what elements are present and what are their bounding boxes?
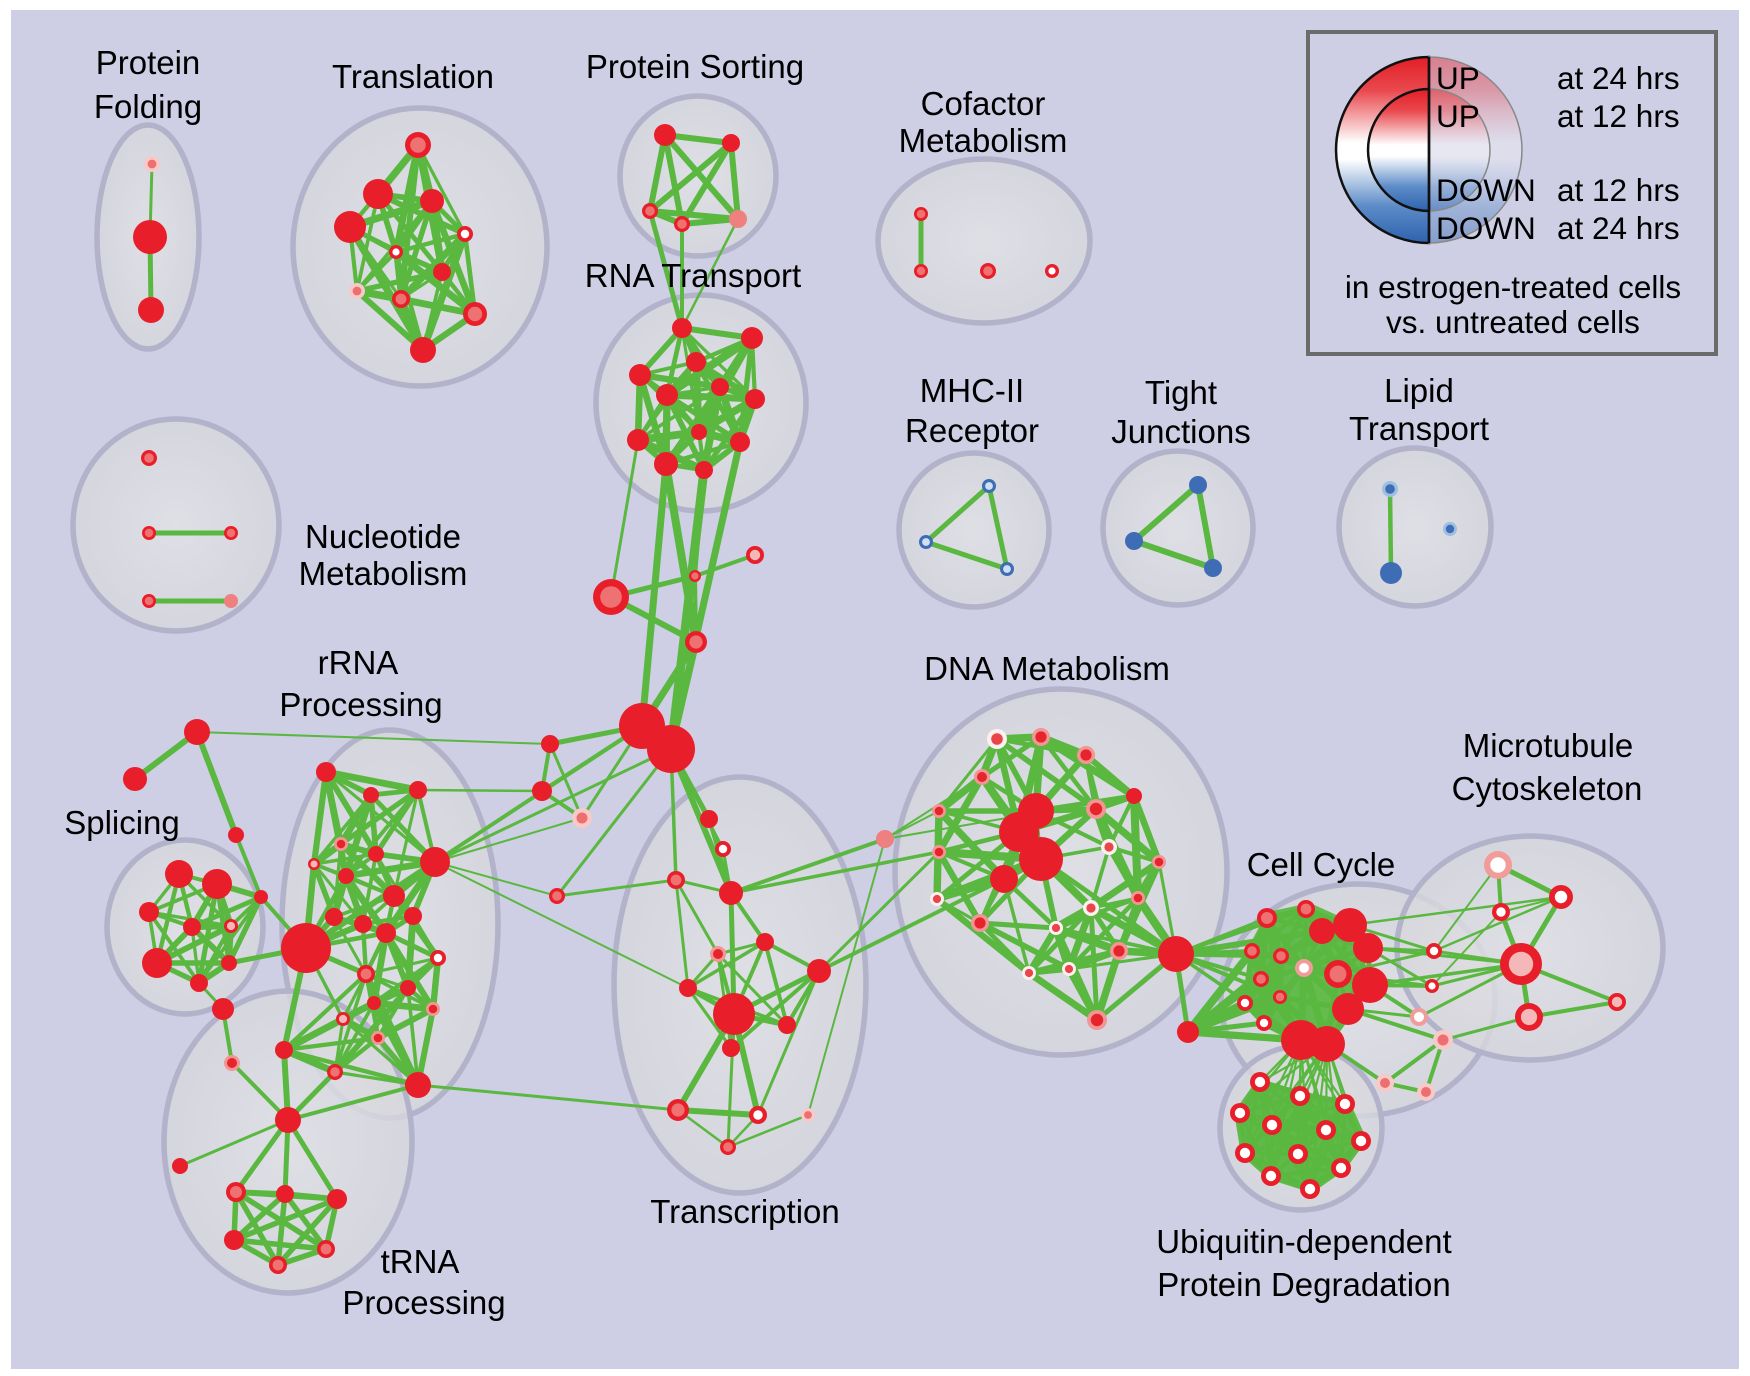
svg-text:Cytoskeleton: Cytoskeleton xyxy=(1452,770,1643,807)
svg-text:RNA Transport: RNA Transport xyxy=(585,257,801,294)
svg-text:Lipid: Lipid xyxy=(1384,372,1454,409)
svg-text:DOWN: DOWN xyxy=(1436,172,1536,208)
svg-text:Microtubule: Microtubule xyxy=(1463,727,1634,764)
svg-text:at 24 hrs: at 24 hrs xyxy=(1557,210,1680,246)
svg-text:Junctions: Junctions xyxy=(1111,413,1250,450)
svg-text:Nucleotide: Nucleotide xyxy=(305,518,461,555)
svg-text:Protein Sorting: Protein Sorting xyxy=(586,48,804,85)
svg-text:Ubiquitin-dependent: Ubiquitin-dependent xyxy=(1156,1223,1451,1260)
svg-text:Cofactor: Cofactor xyxy=(921,85,1046,122)
svg-text:DNA Metabolism: DNA Metabolism xyxy=(924,650,1170,687)
svg-text:Tight: Tight xyxy=(1145,374,1217,411)
svg-text:Transcription: Transcription xyxy=(650,1193,840,1230)
svg-text:Transport: Transport xyxy=(1349,410,1489,447)
svg-text:Processing: Processing xyxy=(342,1284,505,1321)
svg-text:UP: UP xyxy=(1436,98,1480,134)
svg-text:Cell Cycle: Cell Cycle xyxy=(1247,846,1396,883)
svg-text:rRNA: rRNA xyxy=(318,644,399,681)
svg-text:Processing: Processing xyxy=(279,686,442,723)
svg-text:in estrogen-treated cells: in estrogen-treated cells xyxy=(1345,269,1681,305)
svg-text:Protein: Protein xyxy=(96,44,201,81)
svg-text:UP: UP xyxy=(1436,60,1480,96)
svg-text:vs. untreated cells: vs. untreated cells xyxy=(1386,304,1640,340)
svg-text:DOWN: DOWN xyxy=(1436,210,1536,246)
svg-text:Metabolism: Metabolism xyxy=(299,555,468,592)
svg-text:Translation: Translation xyxy=(332,58,494,95)
svg-text:at 12 hrs: at 12 hrs xyxy=(1557,98,1680,134)
svg-text:Folding: Folding xyxy=(94,88,202,125)
svg-text:Metabolism: Metabolism xyxy=(899,122,1068,159)
svg-text:Receptor: Receptor xyxy=(905,412,1039,449)
svg-text:Splicing: Splicing xyxy=(64,804,180,841)
svg-text:MHC-II: MHC-II xyxy=(920,372,1024,409)
svg-text:at 12 hrs: at 12 hrs xyxy=(1557,172,1680,208)
svg-text:tRNA: tRNA xyxy=(381,1243,460,1280)
svg-text:at 24 hrs: at 24 hrs xyxy=(1557,60,1680,96)
svg-text:Protein Degradation: Protein Degradation xyxy=(1157,1266,1451,1303)
